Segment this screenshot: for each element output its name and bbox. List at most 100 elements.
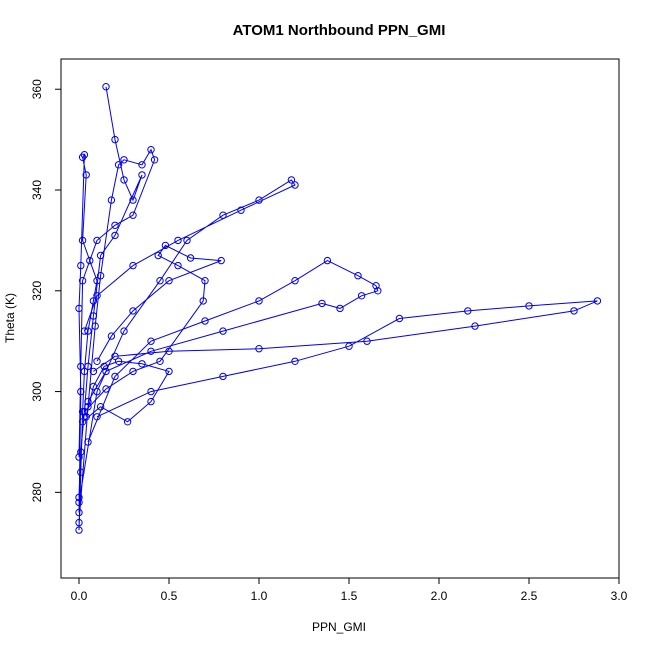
data-point bbox=[93, 236, 101, 245]
data-point bbox=[291, 277, 299, 285]
series-line bbox=[78, 153, 98, 531]
data-point bbox=[129, 307, 137, 315]
x-tick-label: 1.5 bbox=[341, 589, 358, 603]
data-point bbox=[374, 287, 382, 295]
data-point bbox=[78, 236, 87, 245]
data-point bbox=[471, 322, 479, 330]
data-point bbox=[323, 256, 332, 265]
data-point bbox=[291, 357, 299, 365]
data-point bbox=[129, 261, 137, 270]
data-point bbox=[111, 352, 119, 360]
data-point bbox=[111, 372, 119, 381]
y-tick-label: 300 bbox=[30, 381, 44, 401]
x-tick-label: 1.0 bbox=[251, 589, 268, 603]
series-line bbox=[93, 300, 598, 418]
data-point bbox=[84, 362, 92, 371]
y-tick-label: 320 bbox=[30, 280, 44, 300]
data-point bbox=[174, 261, 182, 270]
data-point bbox=[150, 156, 159, 164]
data-point bbox=[114, 357, 123, 365]
series-line bbox=[87, 260, 379, 443]
data-point bbox=[219, 327, 227, 335]
data-point bbox=[111, 135, 119, 144]
data-point bbox=[86, 256, 94, 265]
data-point bbox=[217, 256, 225, 265]
data-point bbox=[237, 206, 245, 214]
chart-title: ATOM1 Northbound PPN_GMI bbox=[233, 22, 446, 39]
data-point bbox=[138, 360, 146, 368]
data-point bbox=[147, 387, 155, 396]
series-line bbox=[78, 179, 296, 503]
data-point bbox=[395, 314, 404, 323]
data-point bbox=[107, 332, 116, 340]
x-tick-label: 2.0 bbox=[431, 589, 448, 603]
data-point bbox=[82, 171, 90, 179]
data-point bbox=[93, 292, 101, 300]
data-point bbox=[84, 397, 92, 406]
x-tick-label: 3.0 bbox=[611, 589, 628, 603]
data-point bbox=[570, 307, 578, 315]
data-point bbox=[147, 397, 155, 406]
data-point bbox=[156, 277, 164, 285]
x-tick-label: 0.5 bbox=[161, 589, 178, 603]
data-point bbox=[255, 345, 263, 353]
data-point bbox=[107, 196, 116, 204]
data-point bbox=[111, 221, 119, 230]
data-point bbox=[123, 418, 132, 426]
data-point bbox=[363, 337, 371, 345]
data-point bbox=[102, 385, 110, 393]
data-point bbox=[129, 367, 137, 376]
data-point bbox=[75, 498, 83, 507]
data-point bbox=[201, 317, 209, 325]
data-point bbox=[75, 518, 83, 527]
plot-frame bbox=[60, 58, 620, 579]
data-point bbox=[114, 161, 123, 169]
data-point bbox=[372, 282, 380, 290]
data-point bbox=[201, 277, 209, 285]
data-point bbox=[219, 372, 227, 381]
data-point bbox=[291, 181, 299, 189]
data-point bbox=[318, 299, 326, 308]
data-point bbox=[89, 297, 98, 305]
data-point bbox=[357, 292, 366, 300]
data-point bbox=[165, 367, 173, 376]
data-point bbox=[82, 413, 90, 421]
data-point bbox=[111, 231, 119, 240]
data-point bbox=[96, 403, 105, 411]
data-point bbox=[78, 277, 87, 285]
data-point bbox=[255, 297, 263, 305]
data-point bbox=[219, 211, 227, 219]
x-axis: 0.0 0.5 1.0 1.5 2.0 2.5 3.0 bbox=[71, 578, 628, 603]
data-point bbox=[77, 261, 85, 270]
data-point bbox=[147, 347, 155, 355]
series-layer bbox=[75, 83, 602, 534]
data-point bbox=[147, 146, 155, 154]
data-point bbox=[154, 251, 162, 260]
series-line bbox=[78, 86, 143, 498]
data-point bbox=[80, 151, 89, 159]
series-line bbox=[84, 244, 222, 413]
y-tick-label: 340 bbox=[30, 180, 44, 200]
data-point bbox=[120, 327, 128, 335]
data-point bbox=[102, 367, 110, 376]
data-point bbox=[156, 357, 164, 365]
x-tick-label: 2.5 bbox=[521, 589, 538, 603]
data-point bbox=[80, 327, 89, 335]
data-point bbox=[174, 236, 182, 245]
data-point bbox=[464, 307, 472, 315]
data-point bbox=[165, 277, 173, 285]
data-point bbox=[129, 211, 137, 219]
data-point bbox=[354, 272, 362, 280]
data-point bbox=[287, 176, 296, 184]
data-point bbox=[138, 161, 146, 169]
data-point bbox=[138, 171, 146, 179]
data-point bbox=[183, 236, 191, 245]
data-point bbox=[129, 196, 137, 204]
data-point bbox=[77, 448, 85, 456]
y-axis-label: Theta (K) bbox=[3, 293, 17, 343]
data-point bbox=[89, 367, 98, 376]
data-point bbox=[161, 241, 170, 250]
data-point bbox=[120, 176, 128, 184]
data-point bbox=[102, 83, 110, 91]
